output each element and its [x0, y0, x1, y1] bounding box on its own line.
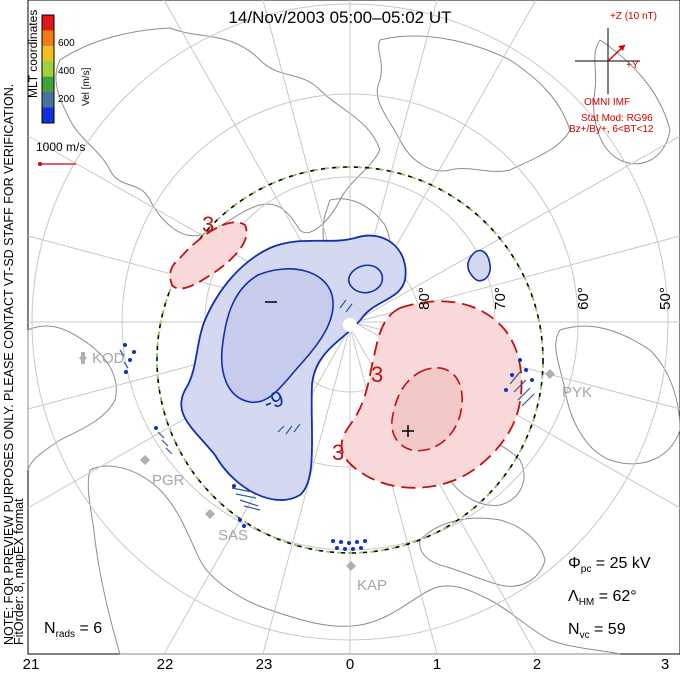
- colorbar-segment: [42, 107, 54, 124]
- hmb-boundary-accent: [156, 166, 544, 554]
- lambda-hm-value: = 62°: [598, 588, 637, 605]
- negative-cell-inner: [220, 268, 334, 403]
- colorbar-frame: [41, 14, 55, 124]
- nvc-symbol: N: [568, 621, 580, 638]
- imf-z-label: +Z (10 nT): [610, 11, 657, 22]
- colorbar-segment: [42, 61, 54, 78]
- phi-pc-value: = 25 kV: [595, 555, 651, 572]
- mlt-label: 0: [345, 656, 355, 673]
- station-label: SAS: [218, 527, 249, 544]
- colorbar-label: Vel [m/s]: [81, 67, 92, 106]
- station-label: PYK: [562, 384, 593, 401]
- colorbar-segment: [42, 15, 54, 31]
- negative-cell-small: [347, 264, 384, 294]
- scale-vector-dot: [38, 162, 42, 166]
- map-title: 14/Nov/2003 05:00–05:02 UT: [228, 8, 452, 27]
- phi-pc-symbol: Φ: [568, 555, 581, 572]
- contour-label-pos-outer: 3: [332, 440, 345, 465]
- lat-label: 80°: [415, 287, 433, 310]
- nrads-symbol: N: [44, 620, 56, 637]
- velocity-colorbar: [42, 15, 54, 124]
- fit-order: FitOrder: 8, mapEX format: [12, 498, 26, 645]
- colorbar-segment: [42, 30, 54, 47]
- coordinates-label: MLT coordinates: [26, 9, 40, 98]
- colorbar-segment: [42, 45, 54, 62]
- lambda-hm-stat: ΛHM = 62°: [568, 588, 637, 608]
- mlt-label: 3: [660, 656, 670, 673]
- nvc-value: = 59: [594, 621, 626, 638]
- potential-max-marker: [402, 425, 414, 437]
- positive-cell-inner: [391, 367, 463, 452]
- scale-vector-label: 1000 m/s: [36, 140, 86, 154]
- station-label: KAP: [357, 577, 388, 594]
- mlt-label: 1: [432, 656, 442, 673]
- colorbar-segment: [42, 76, 54, 93]
- mlt-label: 2: [532, 656, 542, 673]
- imf-model-params: Bz+/By+, 6<BT<12: [569, 124, 654, 135]
- station-label: KOD: [92, 350, 125, 367]
- colorbar-tick: 600: [58, 38, 75, 49]
- nrads-sub: rads: [55, 629, 76, 641]
- contour-label-pos-upper: 3: [202, 212, 215, 237]
- lambda-hm-symbol: Λ: [568, 588, 579, 605]
- lat-label: 60°: [574, 287, 592, 310]
- lat-label: 70°: [491, 287, 509, 310]
- phi-pc-sub: pc: [580, 564, 592, 576]
- nvc-sub: vc: [579, 630, 590, 642]
- negative-cell-dusk-small: [467, 249, 491, 282]
- imf-model: Stat Mod: RG96: [581, 113, 653, 124]
- phi-pc-stat: Φpc = 25 kV: [568, 555, 650, 575]
- nrads-value: = 6: [79, 620, 103, 637]
- station-label: PGR: [152, 472, 185, 489]
- colorbar-tick: 400: [58, 66, 75, 77]
- mlt-label: 21: [22, 656, 40, 673]
- vector-points: [123, 343, 534, 551]
- nrads-stat: Nrads = 6: [44, 620, 102, 640]
- contour-label-pos: 3: [371, 362, 384, 387]
- imf-dial: [575, 28, 640, 94]
- lambda-hm-sub: HM: [578, 597, 595, 609]
- mlt-label: 23: [255, 656, 273, 673]
- mlt-label: 22: [156, 656, 174, 673]
- colorbar-segment: [42, 92, 54, 109]
- lat-label: 50°: [656, 287, 674, 310]
- positive-cell-upper: [169, 221, 248, 290]
- imf-y-label: +Y: [626, 60, 639, 71]
- nvc-stat: Nvc = 59: [568, 621, 626, 641]
- imf-source: OMNI IMF: [584, 97, 631, 108]
- pole-hole: [343, 318, 357, 332]
- velocity-vectors: [119, 299, 535, 511]
- station-markers: [79, 352, 555, 571]
- colorbar-tick: 200: [58, 94, 75, 105]
